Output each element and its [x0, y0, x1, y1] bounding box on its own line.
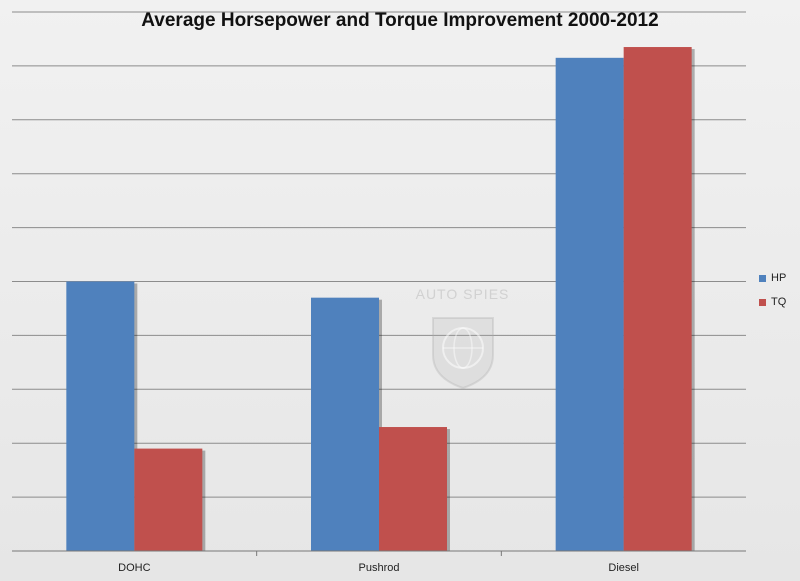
bar-tq-diesel	[623, 47, 692, 551]
x-tick-label: DOHC	[118, 562, 150, 574]
axes	[12, 550, 746, 556]
legend-item: HP	[759, 272, 786, 284]
legend-item: TQ	[759, 296, 786, 308]
legend-label: TQ	[771, 296, 787, 308]
bar-hp-diesel	[555, 57, 624, 551]
x-tick-label: Pushrod	[359, 562, 400, 574]
globe-emblem-icon	[432, 317, 494, 390]
legend: HP TQ	[759, 272, 786, 320]
legend-swatch	[759, 298, 766, 306]
x-tick-label: Diesel	[608, 562, 639, 574]
bar-hp-dohc	[66, 281, 135, 551]
bar-tq-dohc	[134, 448, 203, 551]
chart-title: Average Horsepower and Torque Improvemen…	[141, 10, 659, 31]
bars	[66, 47, 695, 551]
x-tick-labels: DOHC Pushrod Diesel	[118, 562, 639, 574]
bar-tq-pushrod	[379, 427, 447, 551]
legend-label: HP	[771, 272, 787, 284]
bar-hp-pushrod	[311, 297, 379, 551]
watermark: AUTO SPIES	[415, 286, 510, 302]
legend-swatch	[759, 274, 766, 282]
